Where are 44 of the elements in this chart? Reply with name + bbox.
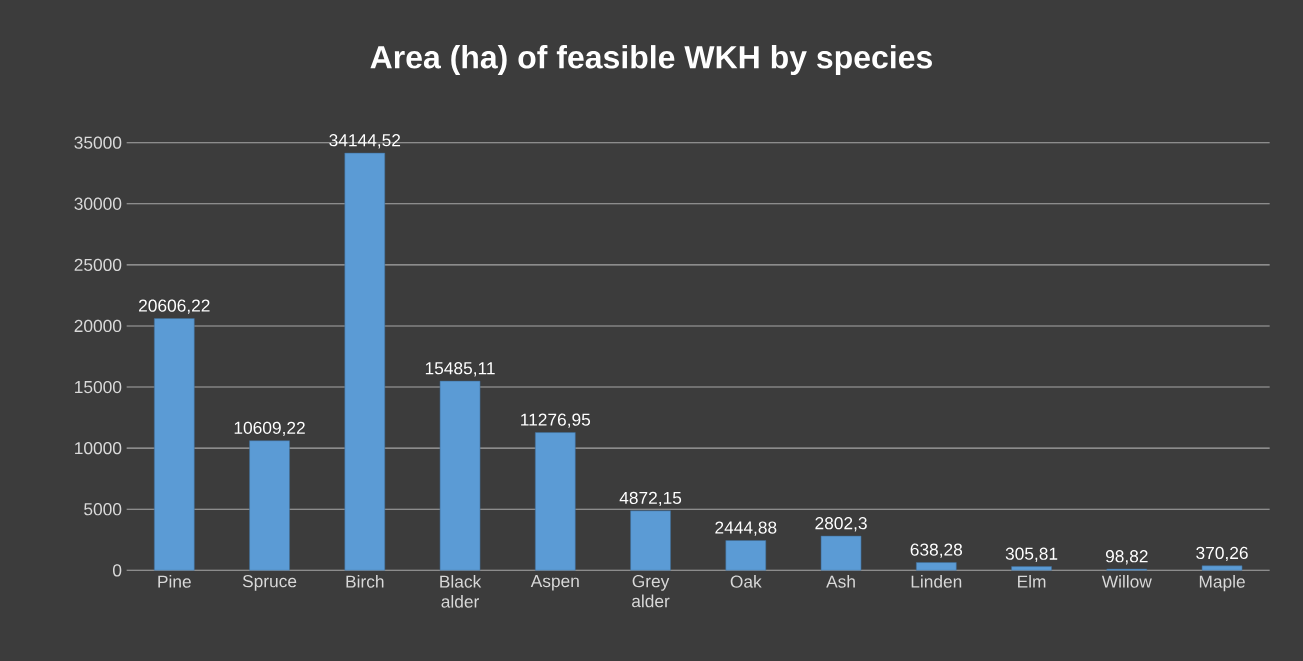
- x-tick-label: Black alder: [440, 575, 482, 608]
- x-tick-label: Birch: [346, 575, 384, 588]
- data-label: 638,28: [910, 543, 963, 558]
- data-label: 34144,52: [329, 134, 401, 149]
- bar: [630, 510, 671, 571]
- data-label: 2444,88: [715, 521, 777, 536]
- x-tick-label: Willow: [1101, 575, 1152, 588]
- data-label: 20606,22: [139, 299, 210, 314]
- data-label: 305,81: [1005, 547, 1058, 562]
- y-tick-label: 35000: [74, 136, 122, 149]
- x-tick-label: Spruce: [242, 575, 297, 591]
- bar: [249, 440, 290, 571]
- bar: [535, 432, 576, 571]
- y-tick-label: 25000: [74, 258, 122, 271]
- data-label: 370,26: [1196, 546, 1248, 562]
- data-label: 2802,3: [815, 517, 867, 532]
- y-tick-label: 5000: [84, 503, 122, 516]
- x-tick-label: Pine: [158, 575, 191, 588]
- chart-title: Area (ha) of feasible WKH by species: [370, 45, 932, 75]
- x-tick-label: Maple: [1199, 575, 1245, 592]
- data-label: 15485,11: [425, 362, 495, 377]
- x-tick-label: Elm: [1018, 575, 1046, 588]
- x-tick-label: Oak: [730, 575, 762, 588]
- y-tick-label: 10000: [75, 442, 122, 455]
- x-tick-label: Linden: [911, 575, 962, 588]
- bar: [154, 318, 195, 571]
- bar: [439, 380, 481, 571]
- data-label: 10609,22: [234, 421, 305, 436]
- x-tick-label: Grey alder: [632, 575, 670, 608]
- data-label: 98,82: [1105, 550, 1148, 565]
- bar: [1201, 565, 1243, 571]
- y-tick-label: 0: [112, 564, 122, 577]
- bar: [725, 540, 767, 571]
- y-tick-label: 20000: [74, 319, 122, 333]
- x-tick-label: Ash: [826, 575, 855, 588]
- x-tick-label: Aspen: [530, 575, 579, 591]
- bar: [820, 535, 862, 571]
- data-label: 4872,15: [619, 491, 682, 507]
- data-label: 11276,95: [521, 413, 591, 428]
- y-tick-label: 30000: [74, 197, 122, 210]
- bar: [1011, 566, 1052, 571]
- bar: [916, 562, 957, 571]
- y-tick-label: 15000: [75, 380, 122, 394]
- bar: [344, 152, 386, 571]
